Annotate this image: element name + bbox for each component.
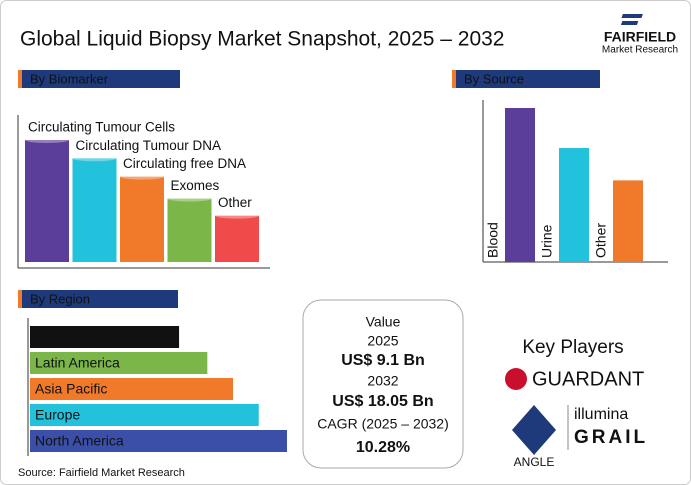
section-header — [18, 290, 178, 308]
bar — [72, 158, 117, 262]
logo: FAIRFIELD Market Research — [602, 14, 678, 56]
section-title: By Biomarker — [30, 71, 109, 86]
bar — [30, 352, 208, 374]
category-label: Circulating Tumour Cells — [28, 120, 175, 135]
category-label: North America — [35, 433, 124, 449]
category-label: Exomes — [171, 178, 220, 193]
category-label: Other — [593, 223, 609, 258]
guardant-icon — [505, 368, 527, 390]
title: Global Liquid Biopsy Market Snapshot, 20… — [20, 28, 505, 51]
value: US$ 18.05 Bn — [332, 393, 433, 410]
bar — [167, 198, 212, 262]
bar — [559, 148, 589, 262]
logo-name: FAIRFIELD — [604, 29, 676, 45]
category-label: Urine — [539, 224, 555, 258]
bar-cap — [167, 195, 212, 202]
value: US$ 9.1 Bn — [341, 352, 425, 369]
bar-cap — [72, 155, 117, 162]
bar-cap — [215, 212, 259, 219]
bar — [215, 215, 259, 262]
angle-icon — [512, 405, 556, 455]
value-heading: Value — [366, 314, 401, 330]
section-title: By Region — [30, 291, 90, 306]
bar — [613, 180, 643, 262]
category-label: Blood — [485, 222, 501, 258]
bar — [25, 140, 69, 262]
section-accent — [18, 290, 22, 308]
company: ANGLE — [514, 455, 555, 469]
cagr: 10.28% — [356, 439, 410, 456]
key-players-title: Key Players — [522, 337, 623, 358]
logo-sub: Market Research — [602, 45, 678, 56]
category-label: Circulating free DNA — [123, 156, 246, 171]
year: 2025 — [367, 333, 398, 349]
company: illumina — [574, 406, 628, 423]
category-label: Other — [218, 195, 252, 210]
category-label: Europe — [35, 407, 80, 423]
section-accent — [18, 70, 22, 88]
bar — [120, 176, 164, 262]
bar — [30, 404, 259, 426]
bar-cap — [120, 173, 164, 180]
section-title: By Source — [464, 71, 524, 86]
bar — [30, 326, 180, 348]
company: GUARDANT — [532, 368, 644, 390]
category-label: Latin America — [35, 355, 120, 371]
category-label: Middle East & Africa — [35, 329, 160, 345]
value-box — [302, 299, 464, 469]
section-accent — [452, 70, 456, 88]
bar — [505, 108, 535, 262]
bar-cap — [25, 137, 69, 143]
source: Source: Fairfield Market Research — [18, 467, 185, 479]
logo-stripe — [620, 21, 639, 25]
category-label: Circulating Tumour DNA — [76, 138, 222, 153]
section-header — [18, 70, 180, 88]
logo-stripe — [621, 14, 643, 18]
year: 2032 — [367, 373, 398, 389]
category-label: Asia Pacific — [35, 381, 107, 397]
bar — [30, 378, 234, 400]
company: GRAIL — [574, 427, 648, 448]
section-header — [452, 70, 600, 88]
bar — [30, 430, 287, 452]
cagr-label: CAGR (2025 – 2032) — [317, 416, 449, 432]
